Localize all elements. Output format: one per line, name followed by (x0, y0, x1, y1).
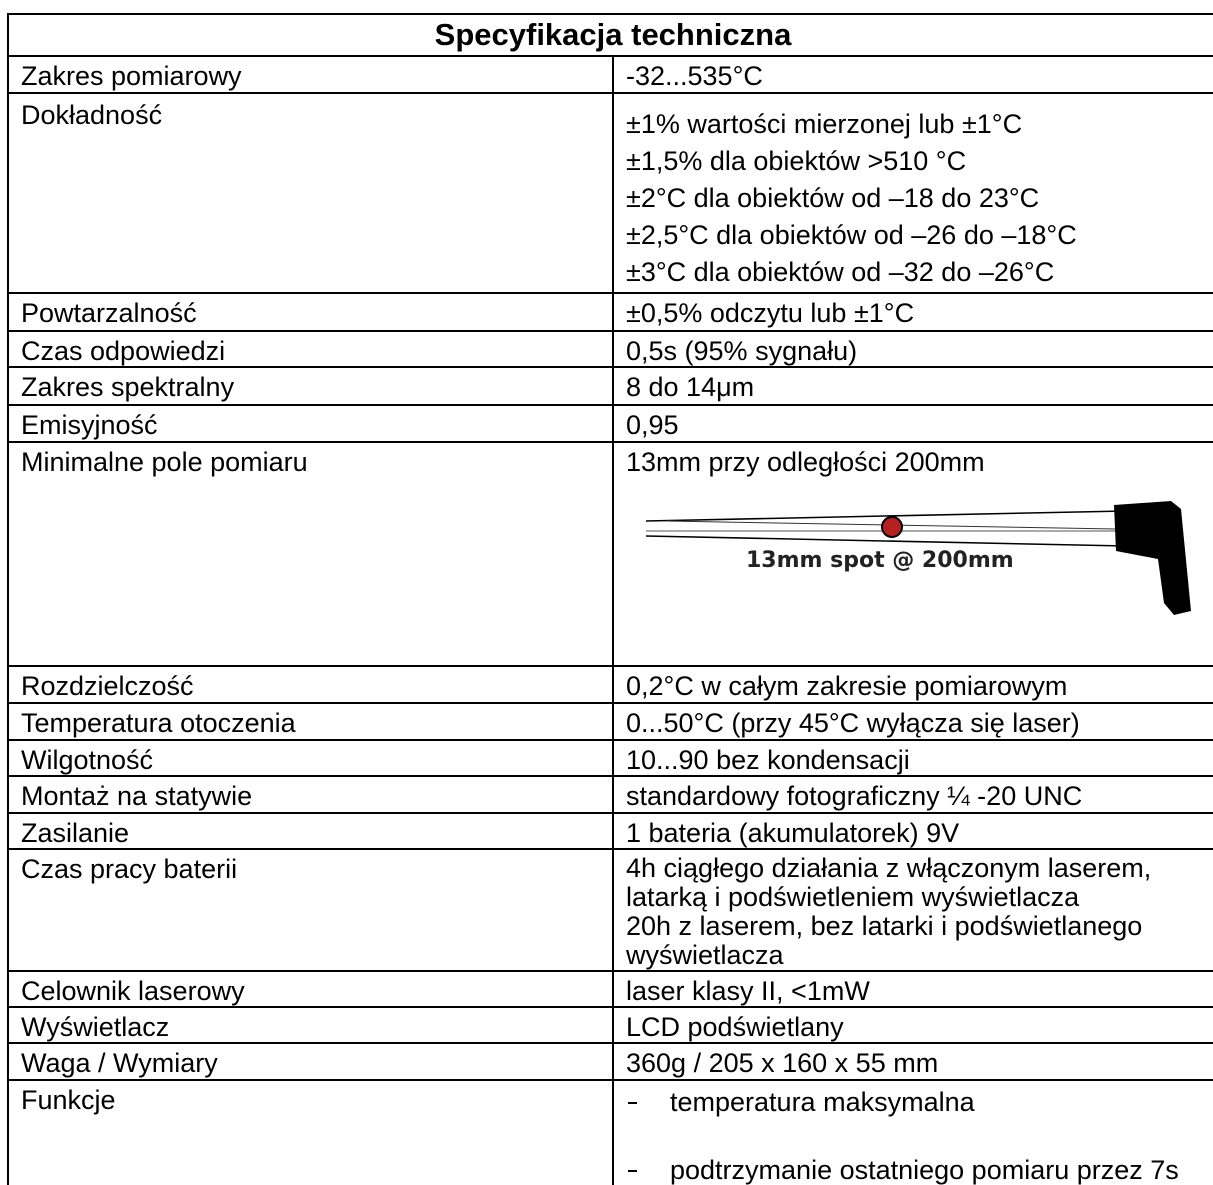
value-line: ±1,5% dla obiektów >510 °C (626, 143, 1213, 180)
spec-row: Funkcje temperatura maksymalna podtrzymani… (8, 1080, 1213, 1185)
spot-caption: 13mm spot @ 200mm (746, 548, 1014, 573)
spec-row: Czas pracy baterii 4h ciągłego działania … (8, 849, 1213, 971)
value-line: 13mm przy odległości 200mm (626, 447, 1213, 477)
spec-label: Czas pracy baterii (8, 849, 613, 971)
spec-label: Temperatura otoczenia (8, 703, 613, 740)
spec-row: Zasilanie 1 bateria (akumulatorek) 9V (8, 813, 1213, 849)
spec-value: 8 do 14μm (613, 367, 1213, 405)
spec-value: ±1% wartości mierzonej lub ±1°C±1,5% dla… (613, 93, 1213, 293)
value-line: standardowy fotograficzny ¼ -20 UNC (626, 781, 1213, 811)
table-title: Specyfikacja techniczna (8, 14, 1213, 56)
value-line: temperatura maksymalna (626, 1087, 1213, 1117)
spec-label: Wilgotność (8, 740, 613, 776)
value-line: wyświetlacza (626, 941, 1213, 970)
spec-value: 0,2°C w całym zakresie pomiarowym (613, 666, 1213, 703)
spot-dot (882, 517, 902, 537)
spec-value: ±0,5% odczytu lub ±1°C (613, 293, 1213, 331)
spec-table: Specyfikacja techniczna Zakres pomiarowy… (7, 13, 1213, 1185)
spec-row: Emisyjność 0,95 (8, 405, 1213, 442)
spec-row: Waga / Wymiary 360g / 205 x 160 x 55 mm (8, 1043, 1213, 1080)
bullet-dash (628, 1170, 637, 1172)
laser-line (646, 536, 1126, 546)
spec-value: standardowy fotograficzny ¼ -20 UNC (613, 776, 1213, 813)
value-line: ±2,5°C dla obiektów od –26 do –18°C (626, 217, 1213, 254)
value-line: 0,95 (626, 410, 1213, 440)
spec-row: Dokładność±1% wartości mierzonej lub ±1°… (8, 93, 1213, 293)
value-line: ±3°C dla obiektów od –32 do –26°C (626, 254, 1213, 291)
bullet-dash (628, 1102, 637, 1104)
spot-diagram: 13mm spot @ 200mm (626, 491, 1206, 631)
value-line: podtrzymanie ostatniego pomiaru przez 7s (626, 1155, 1213, 1185)
value-line: 1 bateria (akumulatorek) 9V (626, 818, 1213, 848)
value-line: laser klasy II, <1mW (626, 976, 1213, 1006)
value-line: latarką i podświetleniem wyświetlacza (626, 883, 1213, 912)
spec-label: Rozdzielczość (8, 666, 613, 703)
value-line: ±2°C dla obiektów od –18 do 23°C (626, 180, 1213, 217)
value-line: 0,2°C w całym zakresie pomiarowym (626, 671, 1213, 701)
spec-row: Czas odpowiedzi 0,5s (95% sygnału) (8, 331, 1213, 367)
value-line: ±1% wartości mierzonej lub ±1°C (626, 106, 1213, 143)
spec-value: 360g / 205 x 160 x 55 mm (613, 1043, 1213, 1080)
value-line: 4h ciągłego działania z włączonym lasere… (626, 854, 1213, 883)
value-line: 360g / 205 x 160 x 55 mm (626, 1048, 1213, 1078)
page: {"table": {"title": "Specyfikacja techni… (0, 0, 1213, 1185)
spec-label: Funkcje (8, 1080, 613, 1185)
spec-row: Zakres spektralny 8 do 14μm (8, 367, 1213, 405)
spec-row: Montaż na statywie standardowy fotografic… (8, 776, 1213, 813)
spec-value: 4h ciągłego działania z włączonym lasere… (613, 849, 1213, 971)
spec-value: laser klasy II, <1mW (613, 971, 1213, 1007)
value-line: 10...90 bez kondensacji (626, 745, 1213, 775)
spec-label: Waga / Wymiary (8, 1043, 613, 1080)
spec-label: Zakres pomiarowy (8, 56, 613, 93)
value-line: ±0,5% odczytu lub ±1°C (626, 298, 1213, 328)
spec-row: Powtarzalność ±0,5% odczytu lub ±1°C (8, 293, 1213, 331)
spec-label: Celownik laserowy (8, 971, 613, 1007)
value-line: 8 do 14μm (626, 372, 1213, 402)
spec-value: 1 bateria (akumulatorek) 9V (613, 813, 1213, 849)
value-line: 20h z laserem, bez latarki i podświetlan… (626, 912, 1213, 941)
spec-value: 13mm przy odległości 200mm 13mm spot @ 20… (613, 442, 1213, 666)
spec-value: LCD podświetlany (613, 1007, 1213, 1043)
spec-label: Czas odpowiedzi (8, 331, 613, 367)
spec-row: Temperatura otoczenia 0...50°C (przy 45°C… (8, 703, 1213, 740)
spec-label: Powtarzalność (8, 293, 613, 331)
spec-row: Zakres pomiarowy -32...535°C (8, 56, 1213, 93)
spec-label: Montaż na statywie (8, 776, 613, 813)
value-line: 0...50°C (przy 45°C wyłącza się laser) (626, 708, 1213, 738)
value-line: 0,5s (95% sygnału) (626, 336, 1213, 366)
meter-gun (1114, 501, 1191, 615)
value-line: LCD podświetlany (626, 1012, 1213, 1042)
spec-value: 0,5s (95% sygnału) (613, 331, 1213, 367)
spec-label: Zasilanie (8, 813, 613, 849)
spec-row: Wyświetlacz LCD podświetlany (8, 1007, 1213, 1043)
spec-value: 0,95 (613, 405, 1213, 442)
spec-value: 0...50°C (przy 45°C wyłącza się laser) (613, 703, 1213, 740)
spec-value: 10...90 bez kondensacji (613, 740, 1213, 776)
spec-label: Minimalne pole pomiaru (8, 442, 613, 666)
spec-label: Emisyjność (8, 405, 613, 442)
spec-row: Wilgotność 10...90 bez kondensacji (8, 740, 1213, 776)
spec-row: Rozdzielczość 0,2°C w całym zakresie pomi… (8, 666, 1213, 703)
spec-value: temperatura maksymalna podtrzymanie ostat… (613, 1080, 1213, 1185)
value-line: -32...535°C (626, 61, 1213, 91)
spec-label: Wyświetlacz (8, 1007, 613, 1043)
spec-label: Dokładność (8, 93, 613, 293)
spec-value: -32...535°C (613, 56, 1213, 93)
spec-label: Zakres spektralny (8, 367, 613, 405)
spec-row: Celownik laserowy laser klasy II, <1mW (8, 971, 1213, 1007)
